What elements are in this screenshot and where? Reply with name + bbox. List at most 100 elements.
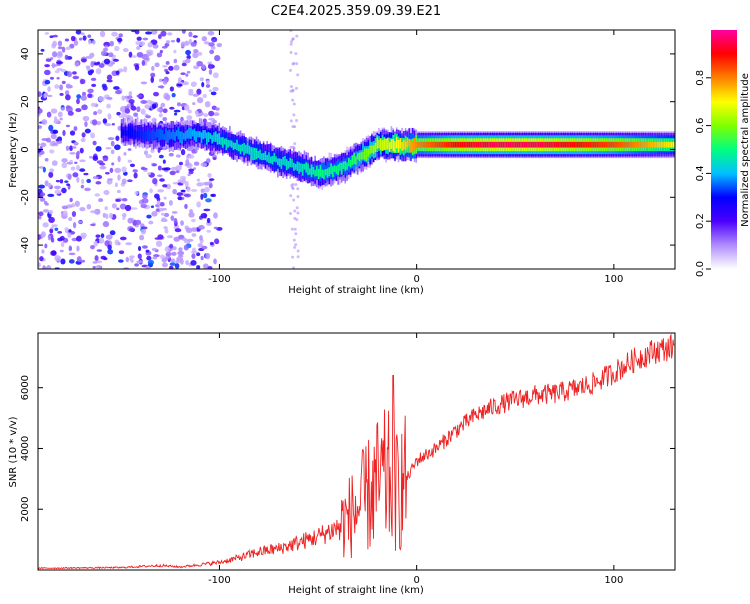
spectrogram-speckle — [180, 220, 184, 226]
spectrogram-ridge-cell — [669, 141, 671, 148]
spectrogram-ridge-cell — [220, 137, 222, 145]
spectrogram-speckle — [138, 246, 142, 252]
spectrogram-speckle — [136, 94, 143, 98]
spectrogram-ridge-cell — [358, 152, 361, 162]
x-tick-label: -100 — [208, 575, 231, 586]
spectrogram-speckle — [86, 178, 92, 184]
spectrogram-speckle — [39, 256, 44, 262]
spectrogram-speckle — [196, 182, 204, 187]
spectrogram-speckle — [168, 199, 173, 206]
spectrogram-speckle — [95, 145, 102, 152]
spectrogram-ridge-cell — [557, 141, 560, 148]
spectrogram-speckle — [152, 44, 159, 49]
spectrogram-speckle — [292, 266, 296, 269]
spectrogram-ridge-cell — [255, 148, 258, 160]
spectrogram-speckle — [51, 160, 58, 166]
spectrogram-speckle — [50, 57, 54, 60]
spectrogram-speckle — [106, 79, 113, 83]
spectrogram-ridge-cell — [362, 151, 364, 160]
spectrogram-ridge-cell — [342, 161, 345, 169]
spectrogram-ridge-cell — [397, 139, 400, 153]
spectrogram-speckle — [90, 102, 96, 107]
spectrogram-speckle — [103, 189, 110, 196]
spectrogram-speckle — [80, 94, 87, 101]
spectrogram-speckle — [38, 125, 43, 129]
spectrogram-ridge-cell — [452, 141, 455, 148]
spectrogram-speckle — [145, 115, 151, 119]
spectrogram-speckle — [180, 72, 186, 75]
spectrogram-y-label: Frequency (Hz) — [8, 112, 19, 188]
spectrogram-speckle — [171, 211, 178, 214]
spectrogram-ridge-cell — [232, 142, 235, 151]
spectrogram-ridge-cell — [550, 141, 552, 148]
spectrogram-speckle — [160, 30, 167, 37]
spectrogram-speckle — [187, 173, 191, 177]
spectrogram-ridge-cell — [498, 141, 501, 148]
spectrogram-ridge-cell — [541, 141, 544, 148]
spectrogram-speckle — [289, 145, 293, 149]
spectrogram-speckle — [184, 203, 188, 210]
spectrogram-ridge-cell — [365, 148, 368, 161]
spectrogram-speckle — [136, 260, 144, 264]
spectrogram-ridge-cell — [491, 141, 494, 148]
spectrogram-speckle — [289, 85, 293, 89]
spectrogram-speckle — [168, 65, 174, 71]
spectrogram-speckle — [207, 61, 213, 65]
spectrogram-speckle — [76, 256, 82, 263]
spectrogram-ridge-cell — [209, 133, 212, 139]
spectrogram-speckle — [77, 220, 83, 224]
spectrogram-speckle — [99, 162, 106, 166]
spectrogram-speckle — [296, 249, 300, 253]
spectrogram-ridge-cell — [340, 162, 343, 175]
spectrogram-speckle — [122, 217, 126, 221]
spectrogram-speckle — [105, 213, 109, 220]
spectrogram-ridge-cell — [374, 143, 377, 152]
spectrogram-speckle — [134, 263, 140, 267]
spectrogram-ridge-cell — [301, 163, 304, 176]
spectrogram-speckle — [59, 235, 65, 241]
spectrogram-ridge-cell — [158, 129, 160, 141]
spectrogram-ridge-cell — [223, 138, 226, 145]
spectrogram-speckle — [56, 61, 64, 65]
spectrogram-speckle — [161, 217, 167, 222]
spectrogram-ridge-cell — [543, 141, 545, 148]
spectrogram-speckle — [160, 102, 166, 108]
spectrogram-ridge-cell — [120, 126, 123, 138]
spectrogram-speckle — [76, 150, 80, 156]
spectrogram-speckle — [66, 183, 70, 186]
spectrogram-speckle — [44, 202, 49, 206]
spectrogram-speckle — [47, 182, 52, 188]
spectrogram-ridge-cell — [271, 155, 274, 165]
spectrogram-speckle — [105, 234, 113, 240]
spectrogram-speckle — [127, 179, 133, 183]
spectrogram-ridge-cell — [591, 141, 593, 148]
spectrogram-speckle — [177, 196, 182, 201]
spectrogram-speckle — [100, 233, 105, 239]
spectrogram-ridge-cell — [257, 151, 260, 159]
spectrogram-speckle — [140, 108, 146, 115]
spectrogram-ridge-cell — [601, 141, 604, 148]
spectrogram-ridge-cell — [307, 163, 309, 176]
snr-y-ticks: 2000 4000 6000 — [20, 375, 675, 522]
spectrogram-speckle — [44, 243, 48, 249]
spectrogram-speckle — [42, 166, 46, 173]
spectrogram-speckle — [160, 212, 165, 216]
spectrogram-ridge-cell — [369, 145, 371, 155]
spectrogram-ridge-cell — [298, 162, 300, 174]
spectrogram-speckle — [294, 183, 298, 187]
spectrogram-ridge-cell — [635, 141, 638, 148]
spectrogram-ridge-cell — [252, 147, 254, 161]
spectrogram-speckle — [66, 161, 74, 165]
spectrogram-ridge-cell — [536, 141, 538, 148]
spectrogram-speckle — [78, 37, 83, 41]
y-tick-label: 2000 — [20, 497, 31, 522]
spectrogram-speckle — [213, 212, 218, 219]
spectrogram-speckle — [185, 159, 190, 166]
spectrogram-speckle — [113, 86, 120, 90]
spectrogram-speckle — [201, 36, 208, 42]
spectrogram-ridge-cell — [165, 128, 167, 141]
spectrogram-speckle — [97, 175, 103, 179]
spectrogram-ridge-cell — [305, 162, 308, 173]
spectrogram-speckle — [61, 162, 68, 169]
spectrogram-speckle — [45, 58, 52, 62]
